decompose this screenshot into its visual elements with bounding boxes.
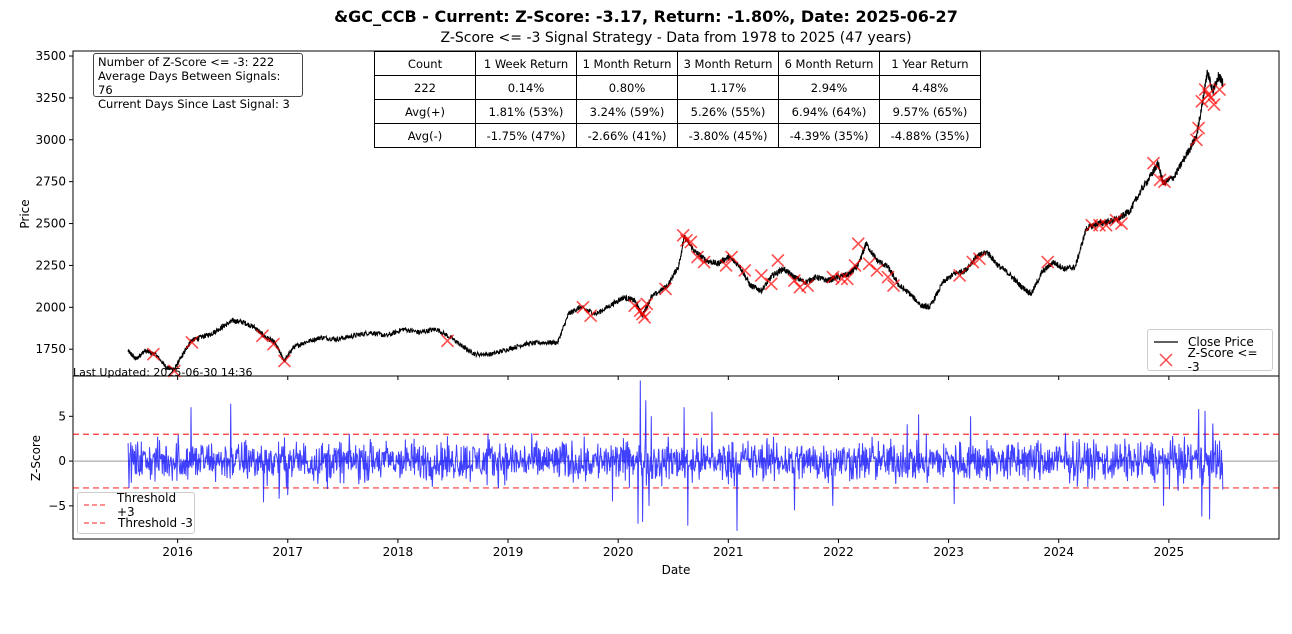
- table-cell: 3.24% (59%): [577, 100, 678, 124]
- xtick-label: 2019: [493, 545, 524, 559]
- xtick-label: 2024: [1043, 545, 1074, 559]
- table-cell: 4.48%: [880, 76, 981, 100]
- price-ytick-label: 2250: [35, 258, 66, 272]
- date-xlabel: Date: [662, 563, 691, 577]
- table-cell: 1.81% (53%): [476, 100, 577, 124]
- dashed-line-icon: [84, 497, 107, 513]
- xtick-label: 2017: [272, 545, 303, 559]
- price-axis: 1750 2000 2250 2500 2750 3000 3250 3500: [35, 49, 73, 356]
- returns-header-row: Count 1 Week Return 1 Month Return 3 Mon…: [375, 52, 981, 76]
- table-cell: -1.75% (47%): [476, 124, 577, 148]
- header-cell: 1 Year Return: [880, 52, 981, 76]
- zscore-ylabel: Z-Score: [29, 435, 43, 481]
- signal-stats-box: Number of Z-Score <= -3: 222 Average Day…: [93, 53, 303, 97]
- table-cell: -3.80% (45%): [678, 124, 779, 148]
- price-ytick-label: 3000: [35, 133, 66, 147]
- table-cell: 0.14%: [476, 76, 577, 100]
- header-cell: 6 Month Return: [779, 52, 880, 76]
- price-ytick-label: 2750: [35, 175, 66, 189]
- xtick-label: 2020: [603, 545, 634, 559]
- legend-label: Threshold -3: [118, 516, 193, 530]
- legend-item-signal: Z-Score <= -3: [1154, 352, 1272, 368]
- table-cell: 9.57% (65%): [880, 100, 981, 124]
- header-cell: 1 Month Return: [577, 52, 678, 76]
- table-cell: Avg(-): [375, 124, 476, 148]
- zscore-ytick-label: −5: [48, 499, 66, 513]
- table-cell: 1.17%: [678, 76, 779, 100]
- table-cell: -4.39% (35%): [779, 124, 880, 148]
- table-cell: 2.94%: [779, 76, 880, 100]
- xtick-label: 2021: [713, 545, 744, 559]
- line-swatch-icon: [1154, 334, 1178, 350]
- last-updated: Last Updated: 2025-06-30 14:36: [73, 366, 253, 379]
- xtick-label: 2025: [1154, 545, 1185, 559]
- price-ylabel: Price: [18, 199, 32, 228]
- legend-item-threshold-neg: Threshold -3: [84, 515, 193, 531]
- zscore-ytick-label: 5: [58, 409, 66, 423]
- table-cell: 5.26% (55%): [678, 100, 779, 124]
- xtick-label: 2018: [383, 545, 414, 559]
- table-cell: -4.88% (35%): [880, 124, 981, 148]
- price-legend: Close Price Z-Score <= -3: [1147, 329, 1273, 371]
- returns-row-avg-pos: Avg(+) 1.81% (53%) 3.24% (59%) 5.26% (55…: [375, 100, 981, 124]
- table-cell: Avg(+): [375, 100, 476, 124]
- table-cell: -2.66% (41%): [577, 124, 678, 148]
- returns-row-avg-neg: Avg(-) -1.75% (47%) -2.66% (41%) -3.80% …: [375, 124, 981, 148]
- price-ytick-label: 3500: [35, 49, 66, 63]
- price-ytick-label: 1750: [35, 342, 66, 356]
- header-cell: 1 Week Return: [476, 52, 577, 76]
- stats-avg-days: Average Days Between Signals: 76: [98, 69, 298, 97]
- stats-count: Number of Z-Score <= -3: 222: [98, 55, 298, 69]
- xtick-label: 2016: [162, 545, 193, 559]
- returns-row-count: 222 0.14% 0.80% 1.17% 2.94% 4.48%: [375, 76, 981, 100]
- returns-table: Count 1 Week Return 1 Month Return 3 Mon…: [374, 51, 981, 148]
- stats-days-since: Current Days Since Last Signal: 3: [98, 97, 298, 111]
- header-cell: Count: [375, 52, 476, 76]
- dashed-line-icon: [84, 515, 108, 531]
- price-ytick-label: 3250: [35, 91, 66, 105]
- table-cell: 0.80%: [577, 76, 678, 100]
- price-ytick-label: 2500: [35, 217, 66, 231]
- table-cell: 222: [375, 76, 476, 100]
- x-marker-icon: [1154, 352, 1178, 368]
- legend-label: Z-Score <= -3: [1188, 346, 1272, 374]
- xtick-label: 2022: [823, 545, 854, 559]
- table-cell: 6.94% (64%): [779, 100, 880, 124]
- xtick-label: 2023: [933, 545, 964, 559]
- header-cell: 3 Month Return: [678, 52, 779, 76]
- zscore-legend: Threshold +3 Threshold -3: [77, 492, 195, 534]
- zscore-ytick-label: 0: [58, 454, 66, 468]
- legend-item-threshold-pos: Threshold +3: [84, 497, 194, 513]
- price-ytick-label: 2000: [35, 300, 66, 314]
